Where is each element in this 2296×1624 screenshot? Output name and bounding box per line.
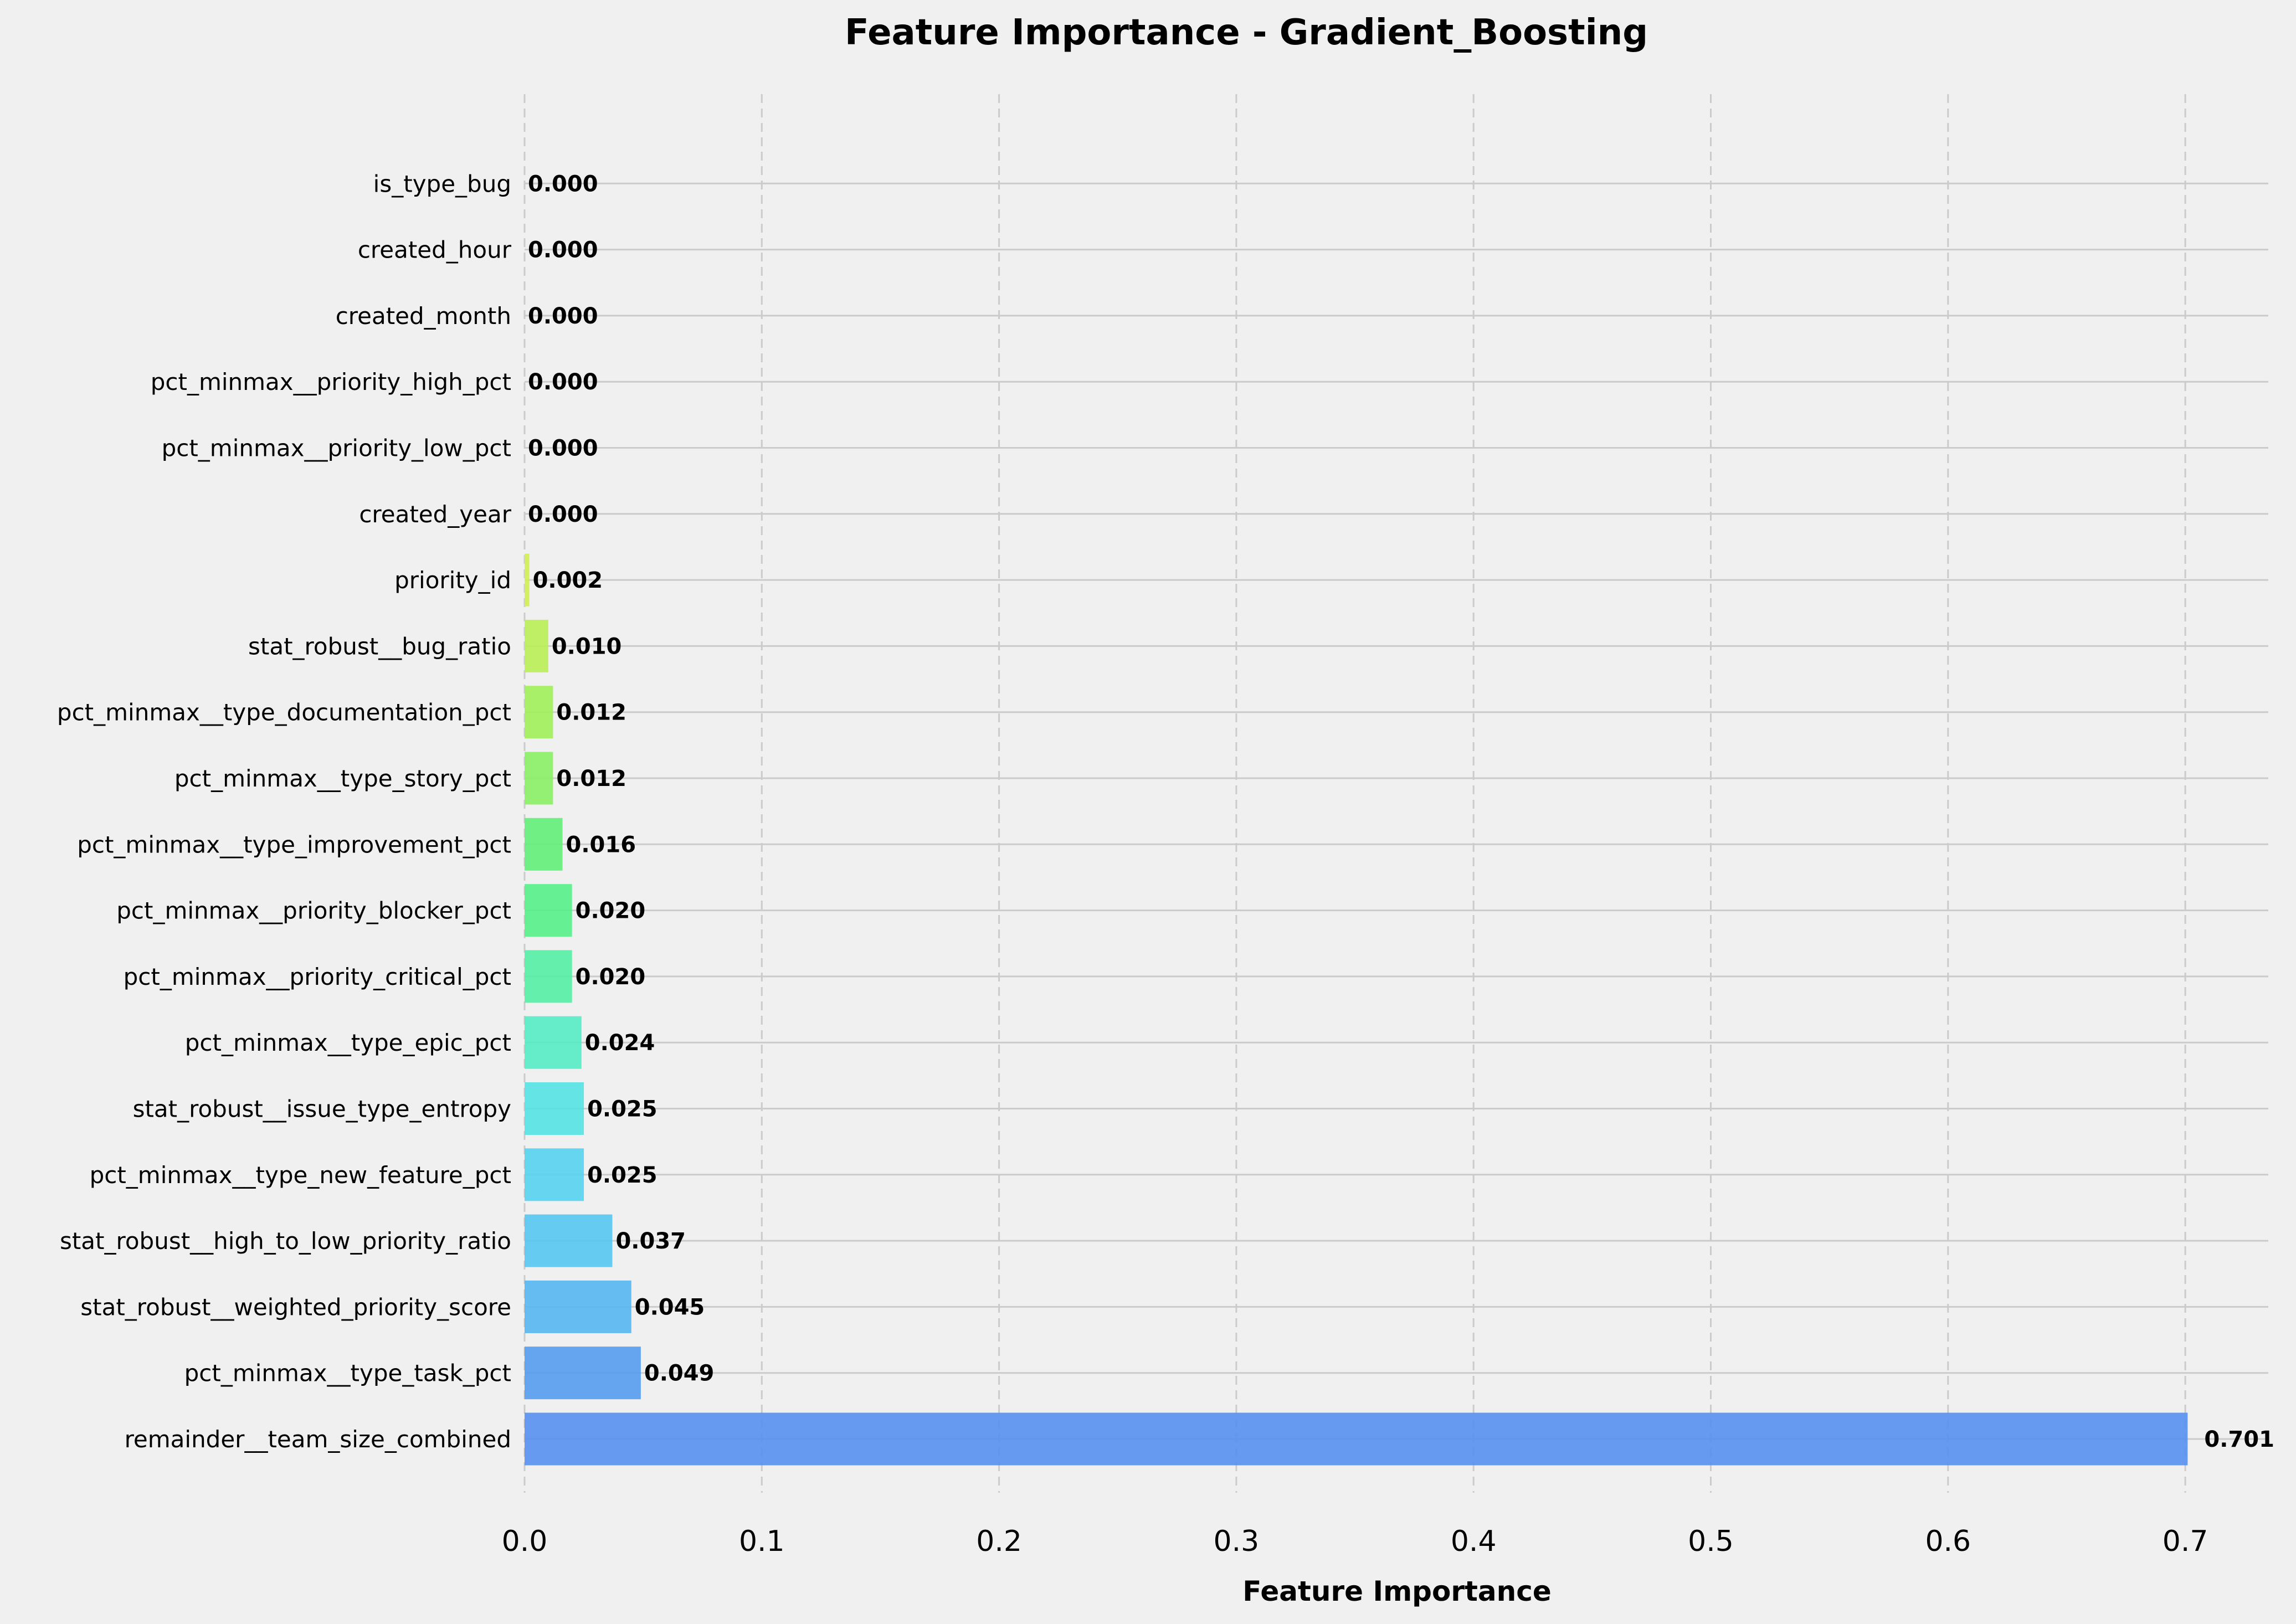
value-label: 0.701 [2204,1427,2274,1452]
x-tick-label: 0.0 [502,1525,548,1558]
value-label: 0.002 [533,568,603,593]
y-tick-label: stat_robust__weighted_priority_score [80,1293,511,1320]
bar [525,818,563,871]
bar [525,884,572,937]
y-tick-label: pct_minmax__type_new_feature_pct [90,1162,511,1189]
value-label: 0.000 [528,304,598,329]
bar [525,752,553,805]
value-label: 0.000 [528,436,598,461]
value-label: 0.000 [528,369,598,395]
bar [525,1347,641,1400]
y-tick-label: stat_robust__bug_ratio [248,633,511,660]
y-tick-label: pct_minmax__priority_critical_pct [124,963,511,990]
bar [525,950,572,1003]
value-label: 0.012 [556,766,626,792]
y-tick-label: stat_robust__issue_type_entropy [133,1096,511,1123]
bar [525,553,530,607]
bar [525,686,553,739]
y-tick-label: pct_minmax__type_task_pct [184,1360,511,1387]
x-tick-label: 0.7 [2163,1525,2208,1558]
x-tick-label: 0.2 [976,1525,1022,1558]
value-label: 0.016 [566,832,636,857]
y-tick-label: priority_id [394,567,511,594]
bar [525,1016,582,1069]
y-tick-label: remainder__team_size_combined [125,1426,511,1453]
chart-title: Feature Importance - Gradient_Boosting [845,12,1648,53]
value-label: 0.000 [528,171,598,197]
value-label: 0.000 [528,502,598,527]
value-label: 0.000 [528,238,598,263]
bar [525,1214,613,1267]
y-tick-label: pct_minmax__type_story_pct [174,765,511,792]
bar [525,1082,584,1135]
x-tick-label: 0.6 [1925,1525,1971,1558]
y-tick-labels: remainder__team_size_combined pct_minmax_… [57,170,512,1453]
y-tick-label: pct_minmax__type_epic_pct [185,1029,511,1056]
y-tick-label: pct_minmax__priority_blocker_pct [116,897,511,924]
y-tick-label: stat_robust__high_to_low_priority_ratio [60,1227,511,1255]
y-tick-label: created_hour [358,237,512,264]
bar [525,1148,584,1201]
value-label: 0.020 [576,898,646,924]
value-label: 0.024 [585,1030,655,1056]
value-label: 0.045 [635,1294,705,1320]
y-tick-label: created_year [359,501,511,528]
value-label: 0.020 [576,964,646,990]
y-tick-label: pct_minmax__type_improvement_pct [77,831,511,858]
x-tick-label: 0.5 [1688,1525,1734,1558]
x-tick-labels: 0.0 0.1 0.2 0.3 0.4 0.5 0.6 0.7 [502,1525,2208,1558]
y-tick-label: created_month [336,302,511,330]
y-tick-label: pct_minmax__priority_low_pct [162,435,511,462]
x-axis-label: Feature Importance [1242,1575,1552,1607]
value-labels: 0.701 0.049 0.045 0.037 0.025 0.025 0.024 0.020… [528,171,2274,1452]
x-tick-label: 0.3 [1214,1525,1260,1558]
x-tick-label: 0.4 [1451,1525,1497,1558]
value-label: 0.037 [615,1229,686,1254]
bar [525,1412,2188,1466]
x-tick-label: 0.1 [739,1525,785,1558]
y-tick-label: is_type_bug [373,170,511,197]
value-label: 0.049 [644,1361,715,1386]
bar [525,1280,631,1333]
bar [525,619,548,672]
y-tick-label: pct_minmax__priority_high_pct [151,368,511,395]
grid-layer [523,94,2268,1493]
bars-layer [525,553,2188,1466]
value-label: 0.010 [552,634,622,659]
value-label: 0.025 [587,1163,658,1188]
value-label: 0.012 [556,700,626,726]
y-tick-label: pct_minmax__type_documentation_pct [57,699,511,726]
value-label: 0.025 [587,1097,658,1122]
